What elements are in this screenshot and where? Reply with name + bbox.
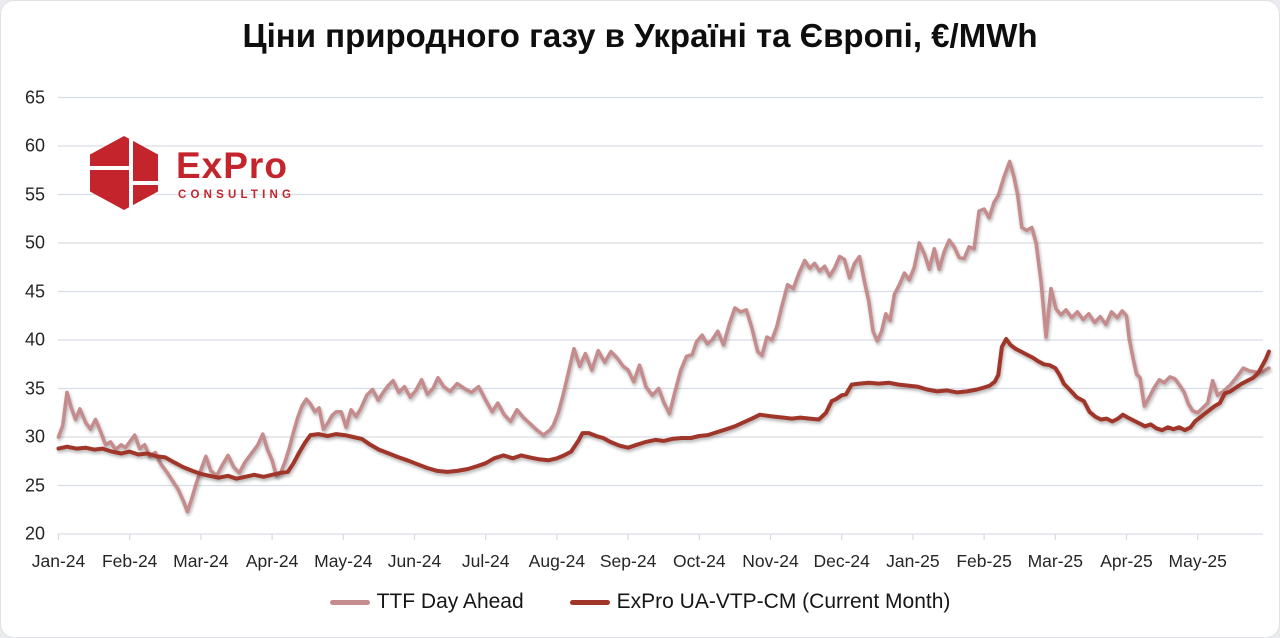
- x-tick-label: Jan-25: [886, 551, 940, 571]
- x-tick-label: May-24: [314, 551, 373, 571]
- logo-brand-text: ExPro: [176, 145, 288, 186]
- expro-wordmark: ExPro CONSULTING: [176, 147, 295, 201]
- ttf-day-ahead-line: [56, 159, 1271, 514]
- x-tick-label: Mar-24: [173, 551, 229, 571]
- y-tick-label: 35: [24, 378, 45, 398]
- expro-hexagon-icon: [90, 136, 158, 210]
- expro-line-swatch: [569, 599, 610, 605]
- ttf-legend-label: TTF Day Ahead: [376, 590, 524, 613]
- ttf-line-swatch: [329, 599, 370, 605]
- x-tick-label: Dec-24: [813, 551, 870, 571]
- x-tick-label: May-25: [1168, 551, 1227, 571]
- legend-item-ttf: TTF Day Ahead: [329, 590, 524, 614]
- y-tick-label: 60: [24, 135, 45, 156]
- x-tick-label: Nov-24: [742, 551, 799, 571]
- y-tick-label: 65: [24, 87, 45, 107]
- x-tick-label: Aug-24: [528, 551, 586, 571]
- logo-sub-text: CONSULTING: [178, 189, 296, 201]
- y-tick-label: 45: [24, 281, 45, 301]
- y-tick-label: 30: [24, 426, 45, 447]
- expro-legend-label: ExPro UA-VTP-CM (Current Month): [616, 590, 951, 613]
- x-tick-label: Apr-24: [245, 551, 299, 571]
- expro-logo: ExPro CONSULTING: [89, 135, 295, 211]
- y-tick-label: 20: [24, 523, 45, 544]
- x-tick-label: Jun-24: [387, 551, 442, 571]
- y-tick-label: 40: [24, 329, 45, 350]
- expro-ua-vtp-line: [56, 337, 1271, 481]
- x-tick-label: Mar-25: [1027, 551, 1084, 571]
- x-tick-label: Apr-25: [1100, 551, 1153, 571]
- y-tick-label: 25: [24, 475, 45, 495]
- y-tick-label: 55: [24, 184, 45, 204]
- y-tick-label: 50: [24, 232, 45, 253]
- legend-item-expro: ExPro UA-VTP-CM (Current Month): [569, 590, 951, 614]
- x-tick-label: Feb-24: [101, 551, 158, 571]
- x-tick-label: Oct-24: [673, 551, 726, 571]
- x-tick-label: Jul-24: [461, 551, 510, 571]
- chart-legend: TTF Day Ahead ExPro UA-VTP-CM (Current M…: [1, 590, 1279, 614]
- x-tick-label: Jan-24: [31, 551, 86, 571]
- x-tick-label: Feb-25: [956, 551, 1012, 571]
- chart-title: Ціни природного газу в Україні та Європі…: [242, 17, 1038, 54]
- x-tick-label: Sep-24: [599, 551, 657, 571]
